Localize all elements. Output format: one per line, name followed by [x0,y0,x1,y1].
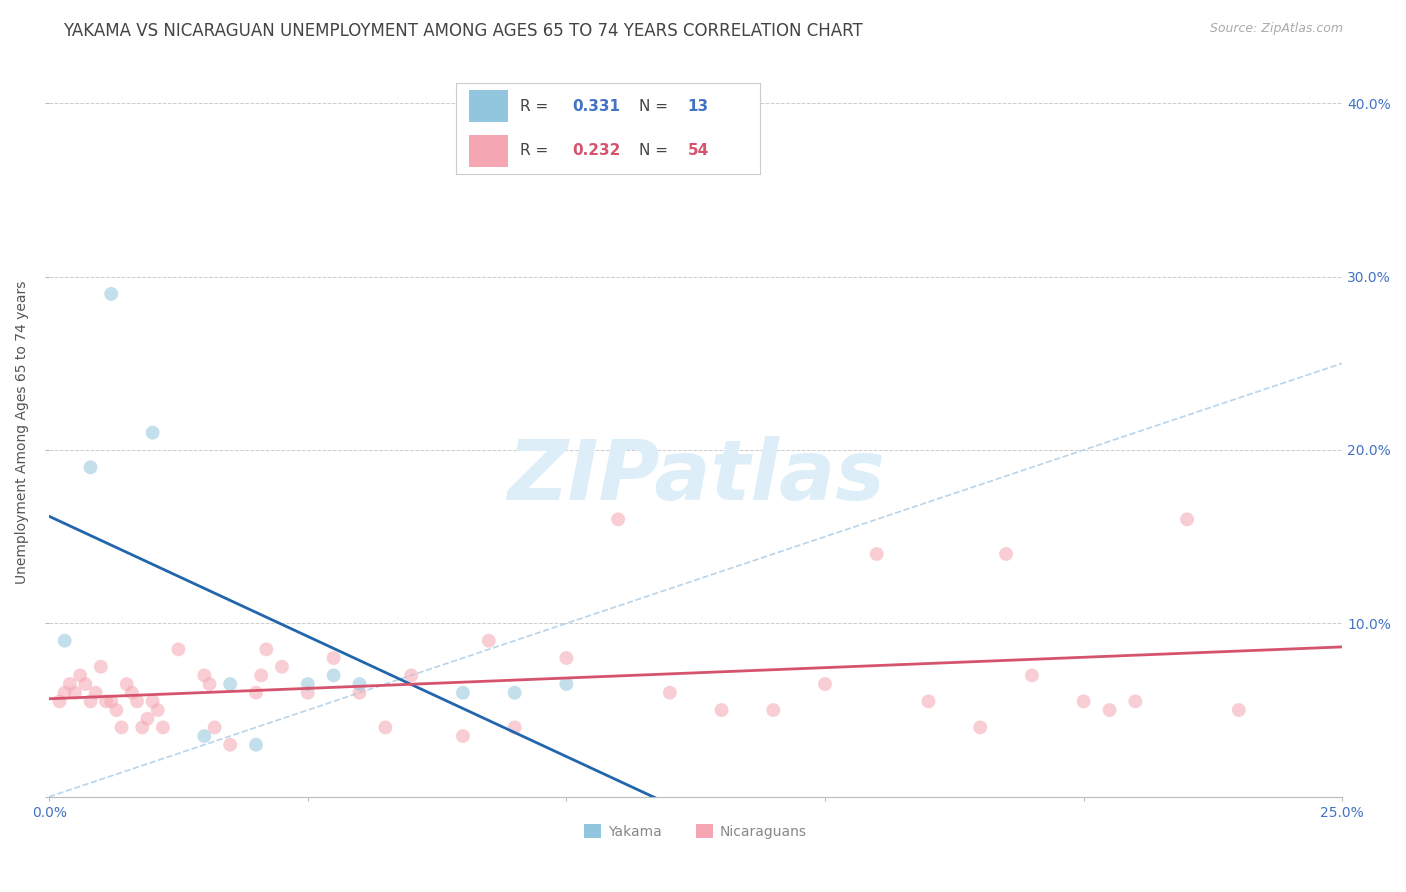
Point [136,712,159,726]
Point [297,686,319,700]
Point [69,668,91,682]
Point [59,677,82,691]
Point [53,686,76,700]
Point [100,694,122,708]
Point [866,547,889,561]
Point [131,720,153,734]
Point [250,668,273,682]
Point [349,677,371,691]
Point [94,694,117,708]
Point [63,686,86,700]
Point [503,720,526,734]
Point [90,659,112,673]
Point [105,703,128,717]
Point [48,694,70,708]
Point [219,738,242,752]
Point [710,703,733,717]
Point [100,287,122,301]
Point [193,668,215,682]
Legend: Yakama, Nicaraguans: Yakama, Nicaraguans [579,819,813,845]
Point [204,720,226,734]
Point [1098,703,1121,717]
Point [503,686,526,700]
Point [142,425,165,440]
Text: YAKAMA VS NICARAGUAN UNEMPLOYMENT AMONG AGES 65 TO 74 YEARS CORRELATION CHART: YAKAMA VS NICARAGUAN UNEMPLOYMENT AMONG … [63,22,863,40]
Point [607,512,630,526]
Point [555,677,578,691]
Point [1175,512,1198,526]
Point [193,729,215,743]
Point [146,703,169,717]
Point [125,694,148,708]
Point [995,547,1018,561]
Point [167,642,190,657]
Point [297,677,319,691]
Point [1021,668,1043,682]
Point [245,738,267,752]
Point [254,642,277,657]
Point [969,720,991,734]
Point [322,668,344,682]
Point [219,677,242,691]
Point [75,677,97,691]
Point [322,651,344,665]
Point [478,633,501,648]
Point [84,686,107,700]
Text: Source: ZipAtlas.com: Source: ZipAtlas.com [1209,22,1343,36]
Point [555,651,578,665]
Point [198,677,221,691]
Point [142,694,165,708]
Point [53,633,76,648]
Point [762,703,785,717]
Point [349,686,371,700]
Point [121,686,143,700]
Point [374,720,396,734]
Point [1227,703,1250,717]
Point [79,694,101,708]
Point [115,677,138,691]
Point [270,659,292,673]
Point [814,677,837,691]
Point [451,686,474,700]
Point [152,720,174,734]
Point [1073,694,1095,708]
Point [399,668,422,682]
Point [110,720,132,734]
Y-axis label: Unemployment Among Ages 65 to 74 years: Unemployment Among Ages 65 to 74 years [15,281,30,584]
Point [658,686,681,700]
Point [1125,694,1147,708]
Point [79,460,101,475]
Point [917,694,939,708]
Text: ZIPatlas: ZIPatlas [506,436,884,516]
Point [245,686,267,700]
Point [451,729,474,743]
